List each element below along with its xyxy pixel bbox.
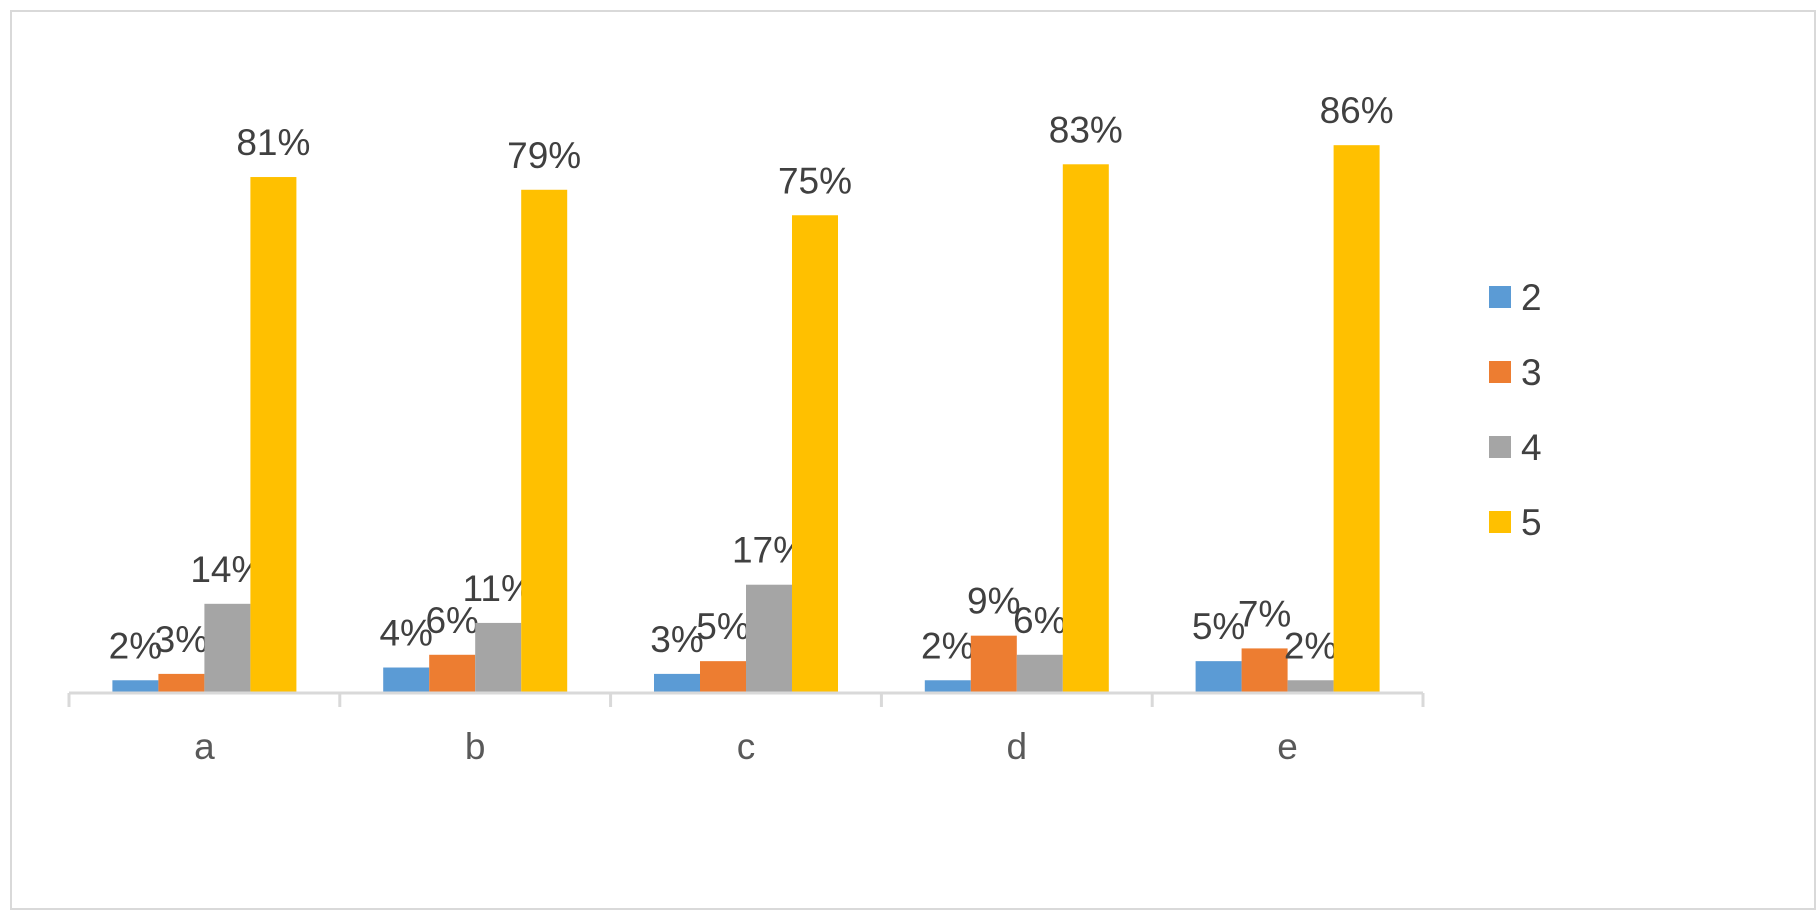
bar-d-series-4 (1016, 654, 1063, 693)
data-label-a-series-5: 81% (236, 122, 310, 163)
data-label-e-series-3: 7% (1238, 593, 1291, 634)
data-label-a-series-3: 3% (155, 619, 208, 660)
bar-d-series-2 (924, 680, 971, 693)
bar-chart: 2%3%14%81%a4%6%11%79%b3%5%17%75%c2%9%6%8… (67, 90, 1542, 767)
bar-b-series-4 (475, 622, 522, 693)
bar-e-series-2 (1195, 661, 1242, 693)
legend-swatch-5 (1489, 511, 1511, 533)
bar-c-series-5 (792, 215, 838, 693)
data-label-e-series-4: 2% (1284, 625, 1337, 666)
data-label-c-series-2: 3% (650, 619, 703, 660)
data-label-b-series-3: 6% (425, 600, 478, 641)
bar-d-series-3 (970, 635, 1017, 693)
data-label-b-series-5: 79% (507, 135, 581, 176)
category-label-b: b (465, 726, 486, 767)
bar-b-series-3 (429, 654, 476, 693)
data-label-c-series-3: 5% (696, 606, 749, 647)
bar-e-series-3 (1241, 648, 1288, 693)
data-label-e-series-2: 5% (1192, 606, 1245, 647)
chart-frame: 2% 3% 14% 81% a 4% 6% 11% 79% b 3% 5% 17% 75% c 2% 9% 6% 8… (10, 10, 1816, 910)
category-label-c: c (737, 726, 756, 767)
bar-a-series-2 (112, 680, 159, 693)
bar-b-series-2 (383, 667, 430, 693)
legend-label-5: 5 (1521, 502, 1542, 543)
legend-swatch-4 (1489, 436, 1511, 458)
data-label-d-series-3: 9% (967, 581, 1020, 622)
legend-swatch-3 (1489, 361, 1511, 383)
bar-c-series-3 (700, 661, 746, 693)
legend-label-4: 4 (1521, 427, 1542, 468)
data-label-d-series-2: 2% (921, 625, 974, 666)
legend-swatch-2 (1489, 286, 1511, 308)
category-label-d: d (1007, 726, 1028, 767)
data-label-c-series-5: 75% (778, 160, 852, 201)
data-label-a-series-2: 2% (109, 625, 162, 666)
bar-a-series-3 (158, 673, 205, 693)
bar-e-series-4 (1287, 680, 1334, 693)
legend-label-3: 3 (1521, 352, 1542, 393)
bar-c-series-2 (654, 673, 700, 693)
category-label-e: e (1277, 726, 1298, 767)
data-label-b-series-2: 4% (379, 613, 432, 654)
bar-c-series-4 (746, 584, 792, 693)
data-label-d-series-5: 83% (1049, 109, 1123, 150)
category-label-a: a (194, 726, 215, 767)
bar-d-series-5 (1062, 164, 1109, 694)
bar-a-series-5 (250, 177, 297, 693)
data-label-d-series-4: 6% (1013, 600, 1066, 641)
bar-a-series-4 (204, 603, 251, 693)
data-label-e-series-5: 86% (1320, 90, 1394, 131)
bar-b-series-5 (521, 189, 568, 693)
legend-label-2: 2 (1521, 277, 1542, 318)
bar-e-series-5 (1333, 145, 1380, 693)
